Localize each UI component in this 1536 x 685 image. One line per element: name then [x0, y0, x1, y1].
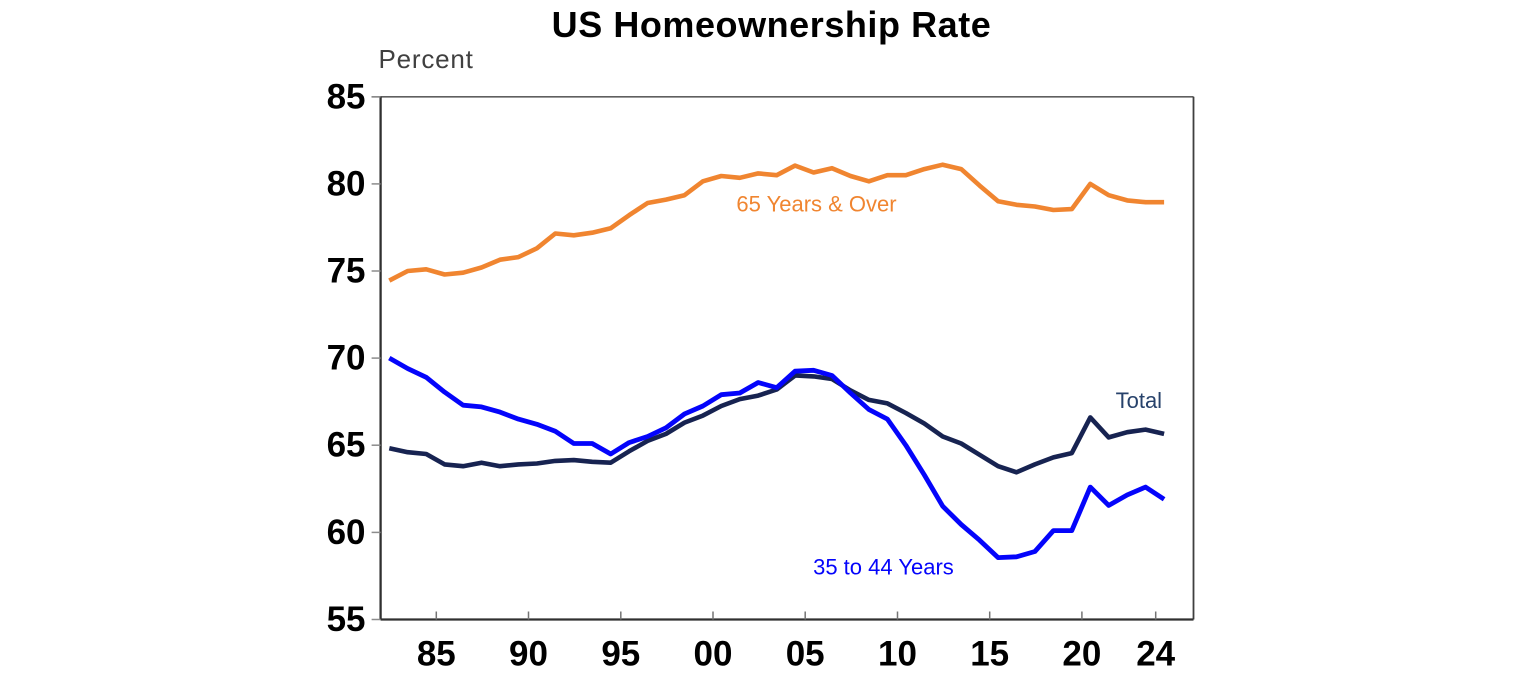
- svg-text:80: 80: [327, 164, 366, 203]
- svg-text:95: 95: [601, 635, 640, 674]
- svg-text:60: 60: [327, 513, 366, 552]
- svg-text:00: 00: [694, 635, 733, 674]
- svg-text:15: 15: [970, 635, 1009, 674]
- svg-text:65 Years & Over: 65 Years & Over: [736, 191, 896, 216]
- svg-text:90: 90: [509, 635, 548, 674]
- svg-text:Total: Total: [1116, 388, 1162, 413]
- svg-text:35 to 44 Years: 35 to 44 Years: [813, 554, 954, 579]
- svg-text:70: 70: [327, 339, 366, 378]
- svg-text:65: 65: [327, 426, 366, 465]
- svg-text:05: 05: [786, 635, 825, 674]
- svg-text:75: 75: [327, 252, 366, 291]
- svg-text:24: 24: [1136, 635, 1175, 674]
- svg-text:55: 55: [327, 600, 366, 639]
- svg-text:85: 85: [417, 635, 456, 674]
- svg-text:US Homeownership Rate: US Homeownership Rate: [552, 4, 992, 45]
- svg-text:20: 20: [1062, 635, 1101, 674]
- svg-text:85: 85: [327, 77, 366, 116]
- svg-text:10: 10: [878, 635, 917, 674]
- svg-text:Percent: Percent: [379, 44, 474, 74]
